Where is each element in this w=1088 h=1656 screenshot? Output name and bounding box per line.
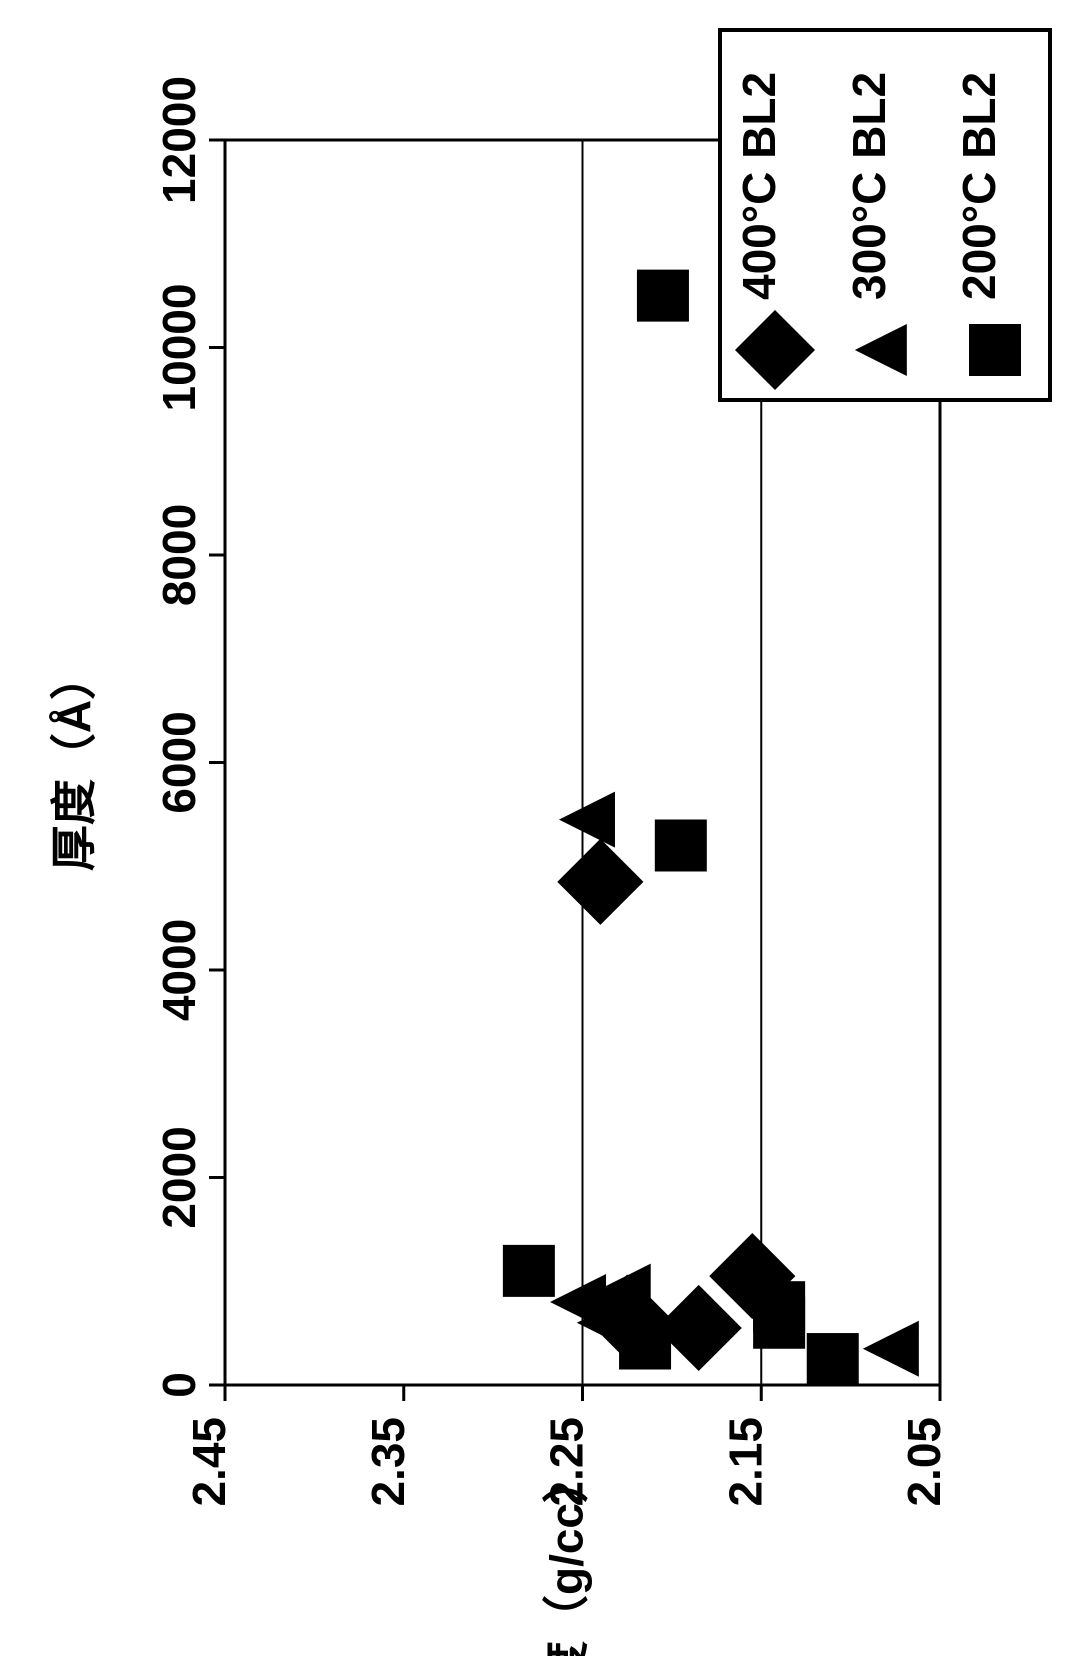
y-tick-label: 2.45 bbox=[183, 1417, 235, 1507]
x-tick-label: 4000 bbox=[153, 919, 205, 1021]
x-tick-label: 2000 bbox=[153, 1126, 205, 1228]
y-axis-label: 密度（g/cc） bbox=[541, 1457, 593, 1656]
x-tick-label: 0 bbox=[153, 1372, 205, 1398]
x-tick-label: 8000 bbox=[153, 504, 205, 606]
legend-marker bbox=[969, 324, 1021, 376]
legend-label: 200°C BL2 bbox=[953, 72, 1005, 300]
x-tick-label: 12000 bbox=[153, 76, 205, 204]
y-tick-label: 2.15 bbox=[719, 1417, 771, 1507]
data-point bbox=[807, 1333, 859, 1385]
x-axis-label: 厚度（Å） bbox=[48, 654, 100, 871]
x-tick-label: 10000 bbox=[153, 284, 205, 412]
data-point bbox=[503, 1245, 555, 1297]
scatter-chart: { "chart": { "type": "scatter", "backgro… bbox=[0, 0, 1088, 1656]
y-tick-label: 2.35 bbox=[362, 1417, 414, 1507]
data-point bbox=[655, 820, 707, 872]
chart-svg: 2.052.152.252.352.4502000400060008000100… bbox=[0, 0, 1088, 1656]
x-tick-label: 6000 bbox=[153, 711, 205, 813]
legend-label: 300°C BL2 bbox=[843, 72, 895, 300]
y-tick-label: 2.05 bbox=[898, 1417, 950, 1507]
legend-label: 400°C BL2 bbox=[733, 72, 785, 300]
data-point bbox=[637, 270, 689, 322]
